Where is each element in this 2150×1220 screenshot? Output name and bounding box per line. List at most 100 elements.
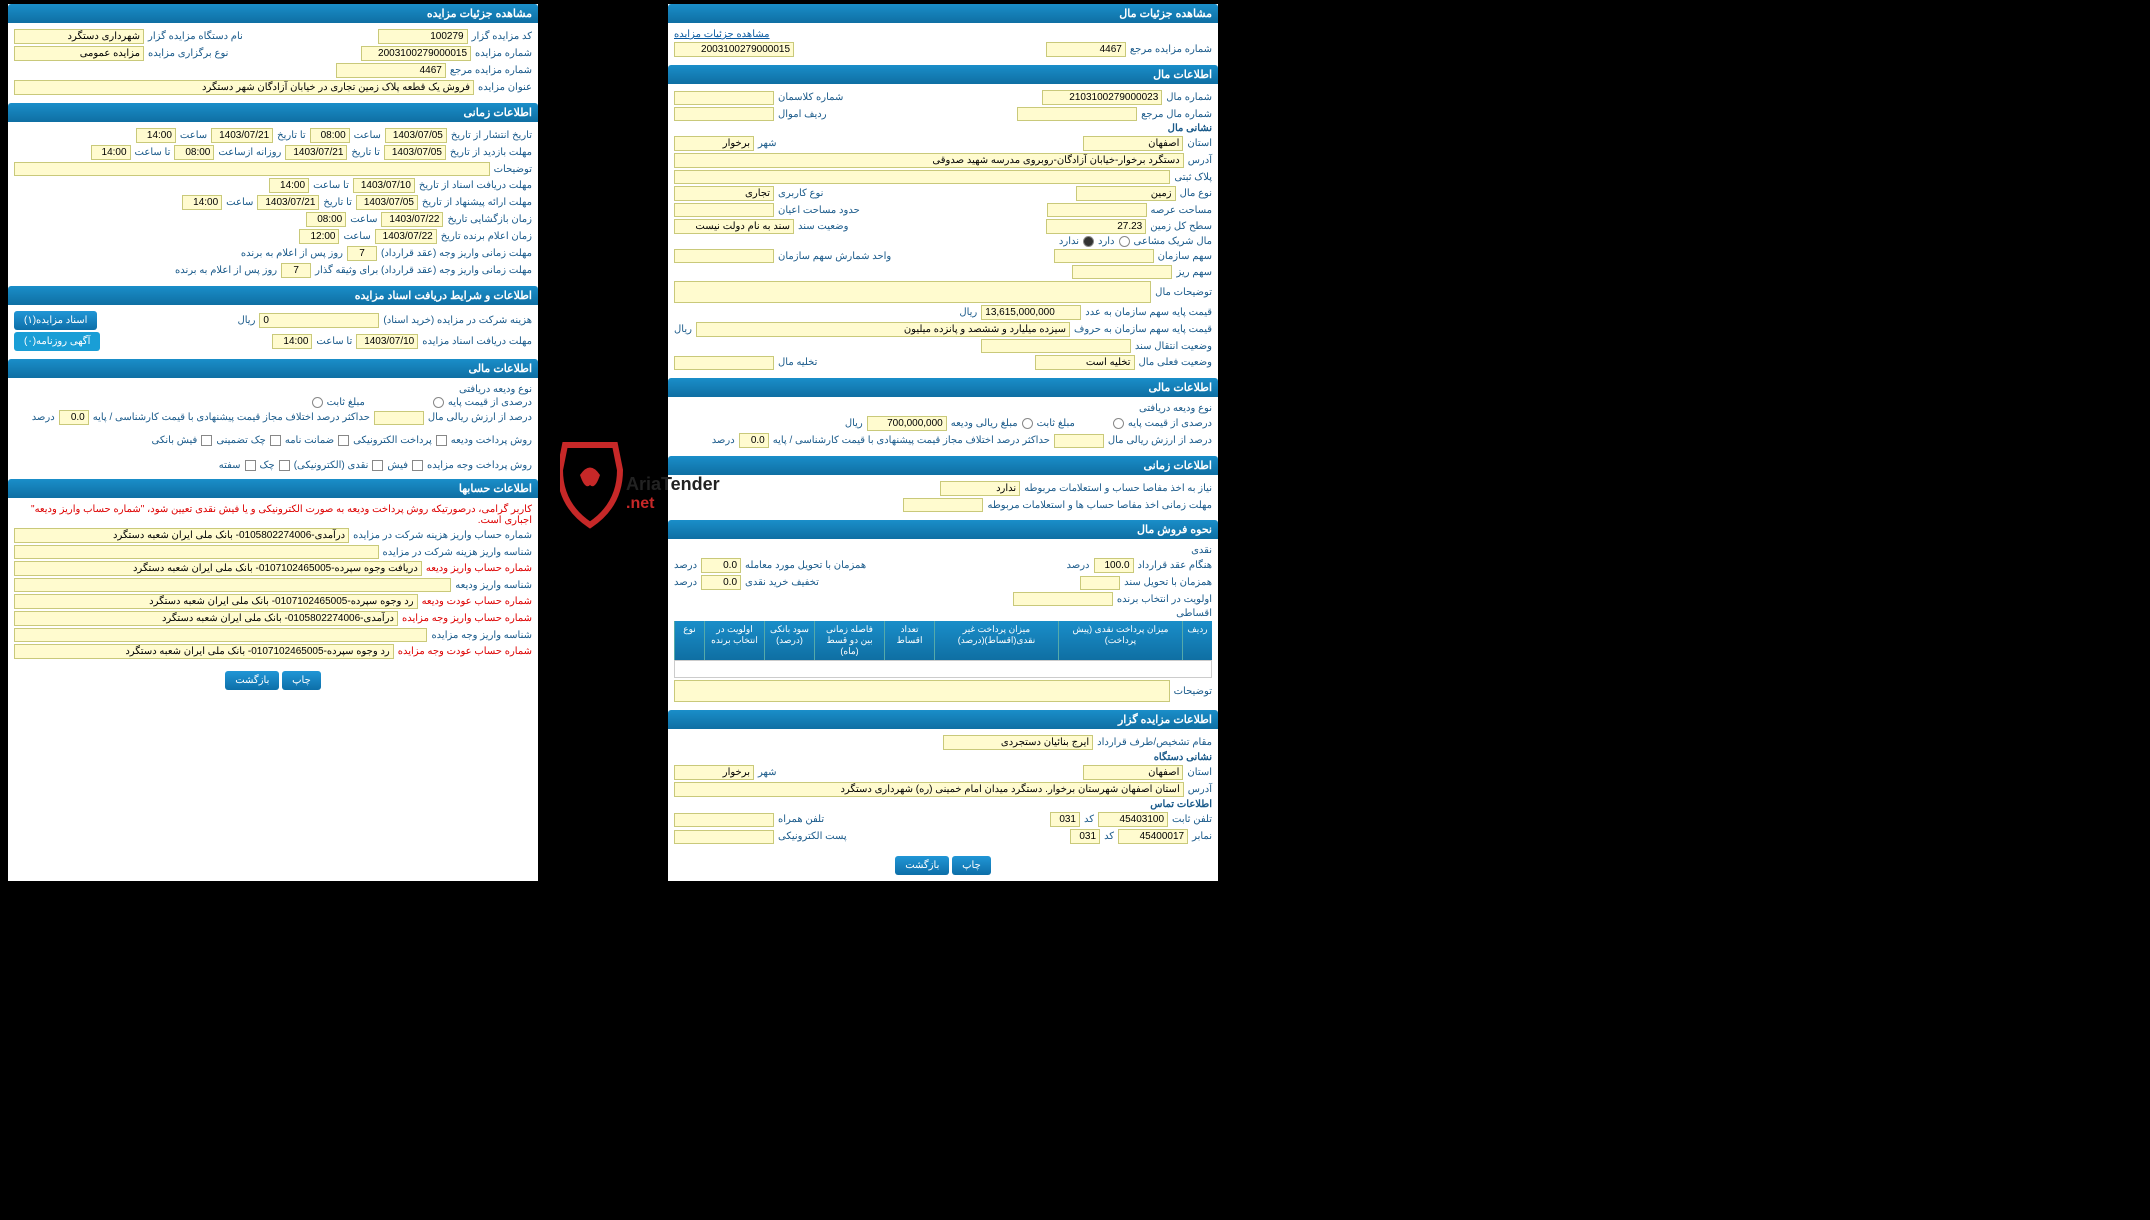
checkbox[interactable] [338, 435, 349, 446]
label: مال شریک مشاعی [1134, 236, 1212, 247]
checkbox[interactable] [372, 460, 383, 471]
section-header: اطلاعات زمانی [668, 456, 1218, 475]
label: درصد از ارزش ریالی مال [1108, 435, 1212, 446]
label: قیمت پایه سهم سازمان به حروف [1074, 324, 1212, 335]
back-button[interactable]: بازگشت [895, 856, 949, 875]
print-button[interactable]: چاپ [952, 856, 991, 875]
label: مهلت زمانی واریز وجه (عقد قرارداد) [381, 248, 532, 259]
asset-details-panel: مشاهده جزئیات مال مشاهده جزئیات مزایده ش… [668, 4, 1218, 881]
account-field [14, 628, 427, 642]
doc-status: سند به نام دولت نیست [674, 219, 794, 234]
label: ساعت [180, 130, 207, 141]
notes-field [14, 162, 490, 176]
auctioneer-name: شهرداری دستگرد [14, 29, 144, 44]
auctioneer-code: 100279 [378, 29, 468, 44]
label: شماره مزایده مرجع [1130, 44, 1212, 55]
checkbox[interactable] [201, 435, 212, 446]
label: پست الکترونیکی [778, 831, 847, 842]
checkbox[interactable] [270, 435, 281, 446]
date-field: 1403/07/10 [353, 178, 415, 193]
discount: 0.0 [701, 575, 741, 590]
account-field: رد وجوه سپرده-0107102465005- بانک ملی ای… [14, 644, 394, 659]
date-field: 1403/07/05 [384, 145, 446, 160]
label: شماره مزایده مرجع [450, 65, 532, 76]
diff: 0.0 [739, 433, 769, 448]
label: وضعیت انتقال سند [1135, 341, 1212, 352]
label: تا تاریخ [351, 147, 380, 158]
ref-field: 4467 [1046, 42, 1126, 57]
view-auction-link[interactable]: مشاهده جزئیات مزایده [674, 29, 770, 40]
label: مبلغ ریالی ودیعه [951, 418, 1018, 429]
label: شماره حساب واریز وجه مزایده [402, 613, 532, 624]
contract-pct: 100.0 [1094, 558, 1134, 573]
label: فیش [387, 460, 408, 471]
label: تلفن ثابت [1172, 814, 1212, 825]
time-field: 14:00 [272, 334, 312, 349]
city: برخوار [674, 136, 754, 151]
label: نمابر [1192, 831, 1212, 842]
label: فیش بانکی [152, 435, 198, 446]
date-field: 1403/07/22 [381, 212, 443, 227]
radio[interactable] [1113, 418, 1124, 429]
city: برخوار [674, 765, 754, 780]
date-field: 1403/07/10 [356, 334, 418, 349]
checkbox[interactable] [436, 435, 447, 446]
back-button[interactable]: بازگشت [225, 671, 279, 690]
account-field [14, 545, 379, 559]
th: سود بانکی (درصد) [764, 621, 814, 660]
field [674, 203, 774, 217]
label: ساعت [354, 130, 381, 141]
section-header: مشاهده جزئیات مال [668, 4, 1218, 23]
checkbox[interactable] [412, 460, 423, 471]
account-field: درآمدی-0105802274006- بانک ملی ایران شعب… [14, 528, 349, 543]
account-field [14, 578, 451, 592]
label: آدرس [1188, 155, 1212, 166]
account-field: دریافت وجوه سپرده-0107102465005- بانک مل… [14, 561, 422, 576]
label: شناسه واریز ودیعه [455, 580, 532, 591]
auction-docs-button[interactable]: اسناد مزایده(۱) [14, 311, 97, 330]
field [674, 170, 1170, 184]
base-price: 13,615,000,000 [981, 305, 1081, 320]
label: کد [1104, 831, 1114, 842]
fixed-radio[interactable] [312, 397, 323, 408]
pct-radio[interactable] [433, 397, 444, 408]
label: تخفیف خرید نقدی [745, 577, 819, 588]
radio[interactable] [1119, 236, 1130, 247]
label: شماره مال [1166, 92, 1212, 103]
current-status: تخلیه است [1035, 355, 1135, 370]
radio[interactable] [1083, 236, 1094, 247]
muamila-pct: 0.0 [701, 558, 741, 573]
label: روزانه ازساعت [218, 147, 281, 158]
label: درصد [674, 577, 697, 588]
label: حداکثر درصد اختلاف مجاز قیمت پیشنهادی با… [93, 412, 370, 423]
field [1054, 249, 1154, 263]
label: پلاک ثبتی [1174, 172, 1212, 183]
label: درصد [712, 435, 735, 446]
time-field: 14:00 [269, 178, 309, 193]
label: شناسه واریز هزینه شرکت در مزایده [383, 547, 532, 558]
label: روز پس از اعلام به برنده [175, 265, 277, 276]
section-header: اطلاعات زمانی [8, 103, 538, 122]
checkbox[interactable] [279, 460, 290, 471]
th: ردیف [1182, 621, 1212, 660]
section-header: اطلاعات مزایده گزار [668, 710, 1218, 729]
label: همزمان با تحویل سند [1124, 577, 1212, 588]
checkbox[interactable] [245, 460, 256, 471]
label: کد مزایده گزار [472, 31, 532, 42]
ref-no: 4467 [336, 63, 446, 78]
account-field: رد وجوه سپرده-0107102465005- بانک ملی ای… [14, 594, 418, 609]
label: شماره حساب عودت وجه مزایده [398, 646, 532, 657]
label: هزینه شرکت در مزایده (خرید اسناد) [383, 315, 532, 326]
pct-field [374, 411, 424, 425]
label: مساحت عرصه [1151, 205, 1212, 216]
auction-no-field: 2003100279000015 [674, 42, 794, 57]
label: روز پس از اعلام به برنده [241, 248, 343, 259]
label: وضعیت سند [798, 221, 848, 232]
print-button[interactable]: چاپ [282, 671, 321, 690]
time-field: 14:00 [182, 195, 222, 210]
label: نقدی (الکترونیکی) [294, 460, 369, 471]
label: نیاز به اخذ مفاصا حساب و استعلامات مربوط… [1024, 483, 1212, 494]
newspaper-ad-button[interactable]: آگهی روزنامه(۰) [14, 332, 100, 351]
radio[interactable] [1022, 418, 1033, 429]
field [674, 107, 774, 121]
